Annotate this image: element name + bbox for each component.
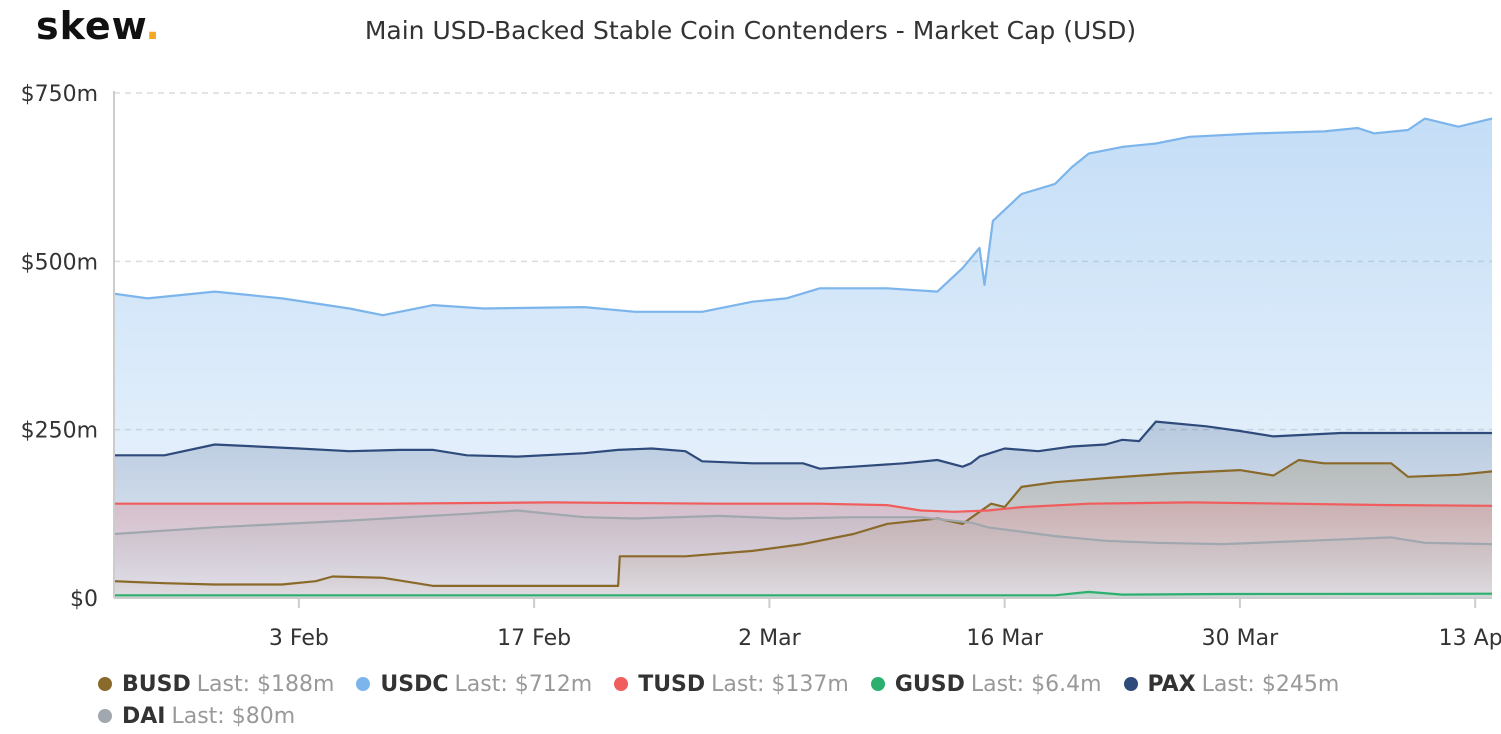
legend-item-dai[interactable]: DAI Last: $80m	[98, 700, 295, 732]
series-area-gusd	[114, 591, 1492, 598]
legend-marker	[98, 709, 112, 723]
market-cap-chart: $0 $250m $500m $750m 3 Feb 17 Feb 2 Mar 16 Mar 3…	[21, 82, 1501, 651]
legend-last-value: Last: $137m	[711, 671, 849, 697]
legend-last-value: Last: $80m	[171, 703, 296, 729]
series-line-busd	[113, 458, 1493, 588]
series-line-pax	[114, 420, 1492, 470]
x-tick-label: 2 Mar	[738, 626, 801, 651]
legend-series-name: GUSD	[894, 671, 965, 697]
y-tick-label: $750m	[21, 82, 98, 107]
legend-series-name: DAI	[122, 703, 166, 729]
x-tick-label: 13 Apr	[1439, 626, 1501, 651]
y-tick-label: $250m	[21, 419, 98, 444]
legend-series-name: TUSD	[638, 671, 706, 697]
legend-marker	[614, 677, 629, 691]
legend-last-value: Last: $712m	[454, 671, 593, 697]
series-line-usdc	[113, 117, 1493, 317]
x-tick-label: 3 Feb	[269, 626, 329, 651]
legend-last-value: Last: $245m	[1201, 671, 1340, 697]
x-tick-label: 17 Feb	[497, 626, 571, 651]
legend-item-pax[interactable]: PAX Last: $245m	[1123, 668, 1340, 700]
legend-series-name: PAX	[1147, 671, 1196, 697]
legend-marker	[1123, 677, 1138, 691]
legend-item-usdc[interactable]: USDC Last: $712m	[356, 668, 592, 700]
legend-marker	[98, 677, 112, 691]
legend-marker	[870, 677, 885, 691]
legend-item-busd[interactable]: BUSD Last: $188m	[98, 668, 334, 700]
series-line-gusd	[114, 590, 1493, 597]
series-line-dai	[113, 509, 1493, 546]
legend-series-name: BUSD	[122, 671, 191, 697]
chart-title: Main USD-Backed Stable Coin Contenders -…	[364, 16, 1137, 45]
series-area-dai	[114, 510, 1492, 598]
legend-item-tusd[interactable]: TUSD Last: $137m	[614, 668, 849, 700]
x-tick-label: 30 Mar	[1202, 626, 1279, 651]
legend-marker	[356, 677, 371, 691]
legend-series-name: USDC	[380, 671, 449, 697]
legend-last-value: Last: $6.4m	[970, 671, 1102, 697]
chart-legend: BUSD Last: $188m USDC Last: $712m TUSD Last: …	[98, 668, 1478, 732]
series-line-tusd	[114, 501, 1493, 513]
skew-logo: skew.	[36, 4, 161, 48]
legend-item-gusd[interactable]: GUSD Last: $6.4m	[870, 668, 1102, 700]
y-tick-label: $0	[70, 587, 98, 612]
y-tick-label: $500m	[21, 250, 98, 275]
legend-last-value: Last: $188m	[196, 671, 335, 697]
x-tick-label: 16 Mar	[966, 626, 1043, 651]
